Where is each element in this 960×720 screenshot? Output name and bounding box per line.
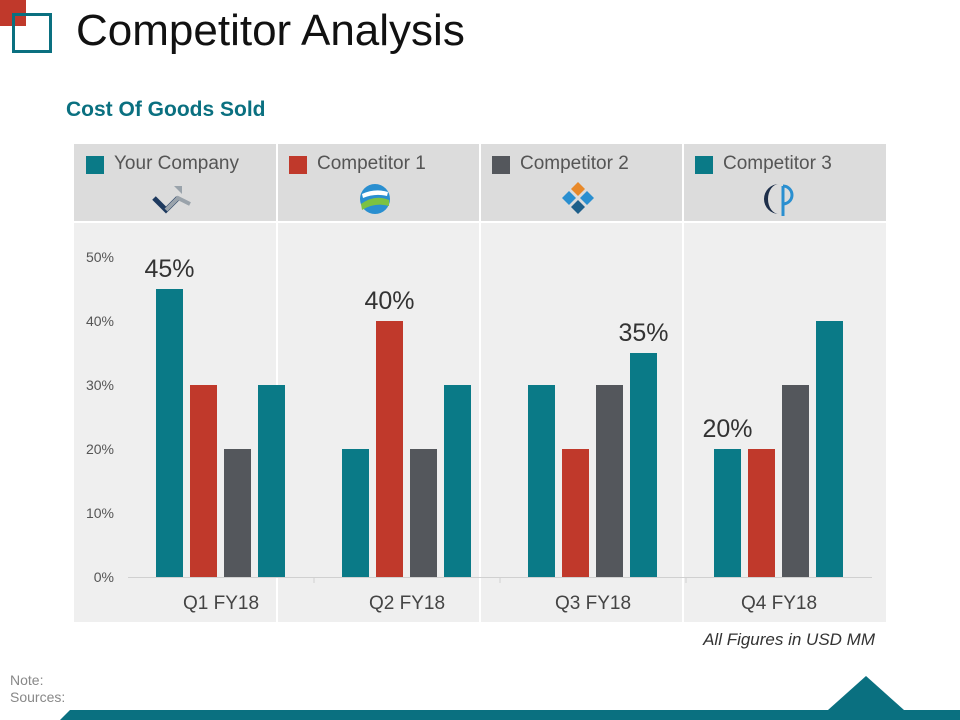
legend-label: Competitor 3 — [723, 153, 832, 174]
corner-accent-square — [12, 13, 52, 53]
bar — [562, 449, 589, 577]
crescent-p-logo-icon — [764, 184, 794, 216]
legend-label: Your Company — [114, 153, 239, 174]
y-tick-label: 10% — [86, 505, 114, 521]
data-label: 35% — [618, 319, 668, 347]
globe-swoosh-logo-icon — [360, 184, 390, 214]
legend-label: Competitor 2 — [520, 153, 629, 174]
bar — [376, 321, 403, 577]
note-sources: Note: Sources: — [10, 672, 65, 706]
data-label: 40% — [364, 287, 414, 315]
chevron-logo-icon — [152, 186, 191, 214]
legend-swatch — [695, 156, 713, 174]
bar — [224, 449, 251, 577]
y-tick-label: 50% — [86, 249, 114, 265]
bar — [444, 385, 471, 577]
chart-panel: Your Company Competitor 1 Competitor 2 — [74, 144, 886, 622]
column-divider — [276, 144, 278, 622]
legend-label: Competitor 1 — [317, 153, 426, 174]
bar — [782, 385, 809, 577]
bar — [342, 449, 369, 577]
bar — [714, 449, 741, 577]
figures-footnote: All Figures in USD MM — [703, 630, 875, 649]
chart-title: Cost Of Goods Sold — [66, 98, 266, 121]
x-category-label: Q4 FY18 — [741, 593, 817, 614]
bar — [190, 385, 217, 577]
bar-chart: 0% 10% 20% 30% 40% 50% Q1 FY18 Q2 FY18 Q3 FY18 Q4… — [86, 249, 872, 614]
y-tick-label: 20% — [86, 441, 114, 457]
legend-item-your-company: Your Company — [74, 144, 277, 221]
sources-label: Sources: — [10, 689, 66, 705]
y-tick-label: 40% — [86, 313, 114, 329]
x-category-label: Q2 FY18 — [369, 593, 445, 614]
data-label: 45% — [144, 255, 194, 283]
slide-title: Competitor Analysis — [76, 6, 465, 55]
x-category-label: Q3 FY18 — [555, 593, 631, 614]
bar — [156, 289, 183, 577]
data-label: 20% — [702, 415, 752, 443]
bar — [410, 449, 437, 577]
column-divider — [682, 144, 684, 622]
legend-item-competitor-3: Competitor 3 — [683, 144, 886, 221]
legend-swatch — [289, 156, 307, 174]
diamond-grid-logo-icon — [562, 182, 594, 214]
bar — [748, 449, 775, 577]
legend-swatch — [492, 156, 510, 174]
bar — [630, 353, 657, 577]
legend-item-competitor-2: Competitor 2 — [480, 144, 683, 221]
legend-swatch — [86, 156, 104, 174]
legend-item-competitor-1: Competitor 1 — [277, 144, 480, 221]
bar — [258, 385, 285, 577]
bar — [816, 321, 843, 577]
x-category-label: Q1 FY18 — [183, 593, 259, 614]
y-tick-label: 30% — [86, 377, 114, 393]
y-tick-label: 0% — [94, 569, 114, 585]
bar — [596, 385, 623, 577]
column-divider — [479, 144, 481, 622]
note-label: Note: — [10, 672, 44, 688]
bar — [528, 385, 555, 577]
